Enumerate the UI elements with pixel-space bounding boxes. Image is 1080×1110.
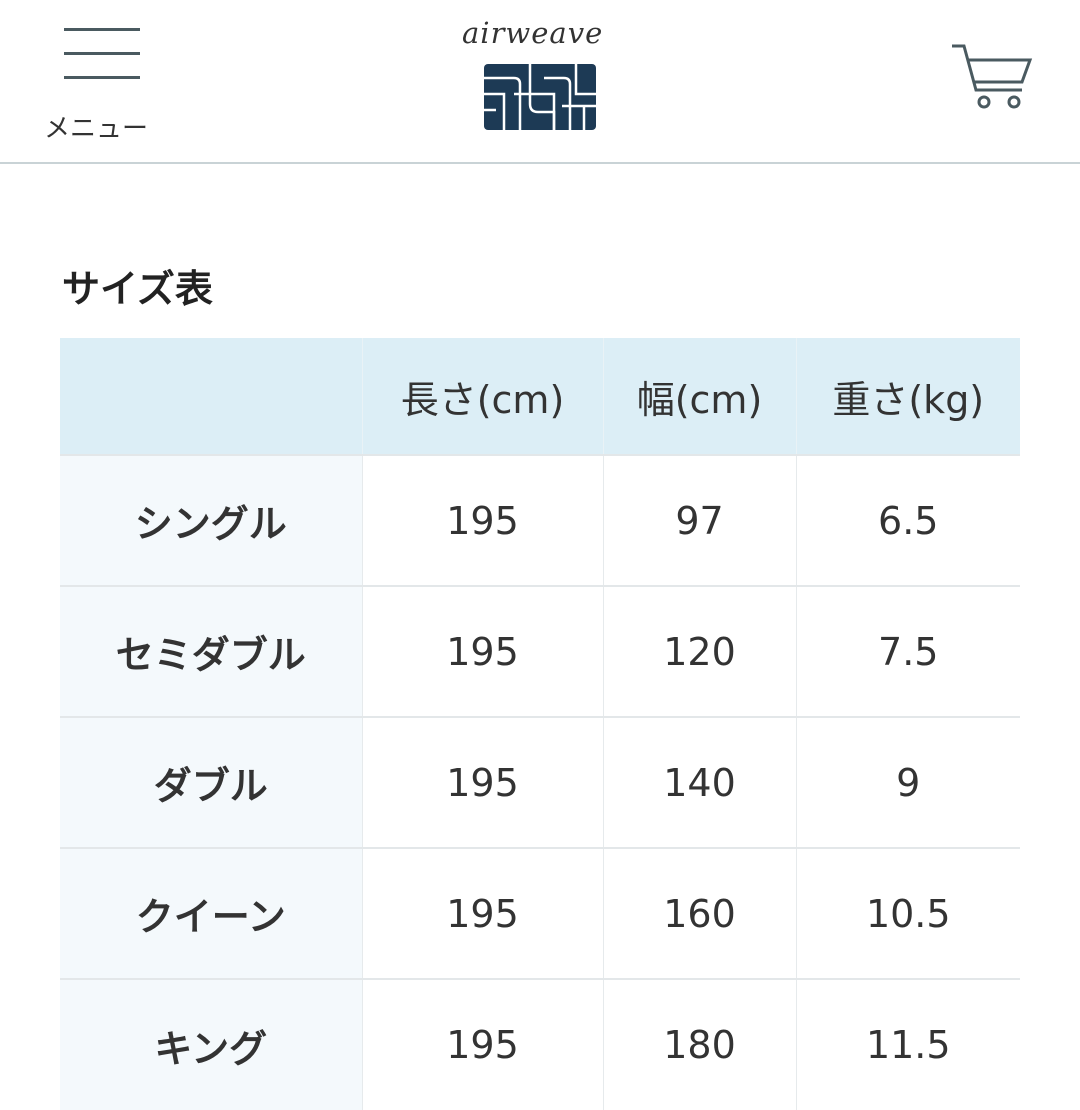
airweave-logo-icon[interactable]	[484, 64, 596, 130]
column-header-width: 幅(cm)	[602, 338, 796, 455]
hamburger-icon	[64, 28, 140, 79]
length-cell: 195	[361, 716, 603, 848]
table-header-row: 長さ(cm) 幅(cm) 重さ(kg)	[60, 338, 1020, 455]
page-title: サイズ表	[62, 267, 213, 311]
table-row: キング 195 180 11.5	[60, 978, 1020, 1110]
weight-cell: 11.5	[795, 978, 1020, 1110]
width-cell: 180	[602, 978, 796, 1110]
brand-name[interactable]: airweave	[462, 16, 604, 50]
size-name: ダブル	[60, 716, 362, 848]
length-cell: 195	[361, 454, 603, 586]
length-cell: 195	[361, 585, 603, 717]
size-name: クイーン	[60, 847, 362, 979]
column-header-length: 長さ(cm)	[361, 338, 603, 455]
length-cell: 195	[361, 978, 603, 1110]
width-cell: 97	[602, 454, 796, 586]
menu-label: メニュー	[44, 114, 149, 144]
length-cell: 195	[361, 847, 603, 979]
table-row: セミダブル 195 120 7.5	[60, 585, 1020, 717]
menu-button[interactable]: メニュー	[44, 28, 164, 144]
width-cell: 120	[602, 585, 796, 717]
weight-cell: 10.5	[795, 847, 1020, 979]
size-table: 長さ(cm) 幅(cm) 重さ(kg) シングル 195 97 6.5 セミダブル 19…	[60, 338, 1020, 1110]
width-cell: 160	[602, 847, 796, 979]
size-name: シングル	[60, 454, 362, 586]
site-header: メニュー airweave	[0, 0, 1080, 164]
cart-icon[interactable]	[950, 40, 1034, 114]
width-cell: 140	[602, 716, 796, 848]
table-row: シングル 195 97 6.5	[60, 454, 1020, 586]
size-name: キング	[60, 978, 362, 1110]
weight-cell: 9	[795, 716, 1020, 848]
column-header-weight: 重さ(kg)	[795, 338, 1020, 455]
size-name: セミダブル	[60, 585, 362, 717]
table-row: クイーン 195 160 10.5	[60, 847, 1020, 979]
table-row: ダブル 195 140 9	[60, 716, 1020, 848]
weight-cell: 7.5	[795, 585, 1020, 717]
weight-cell: 6.5	[795, 454, 1020, 586]
column-header	[60, 338, 362, 455]
